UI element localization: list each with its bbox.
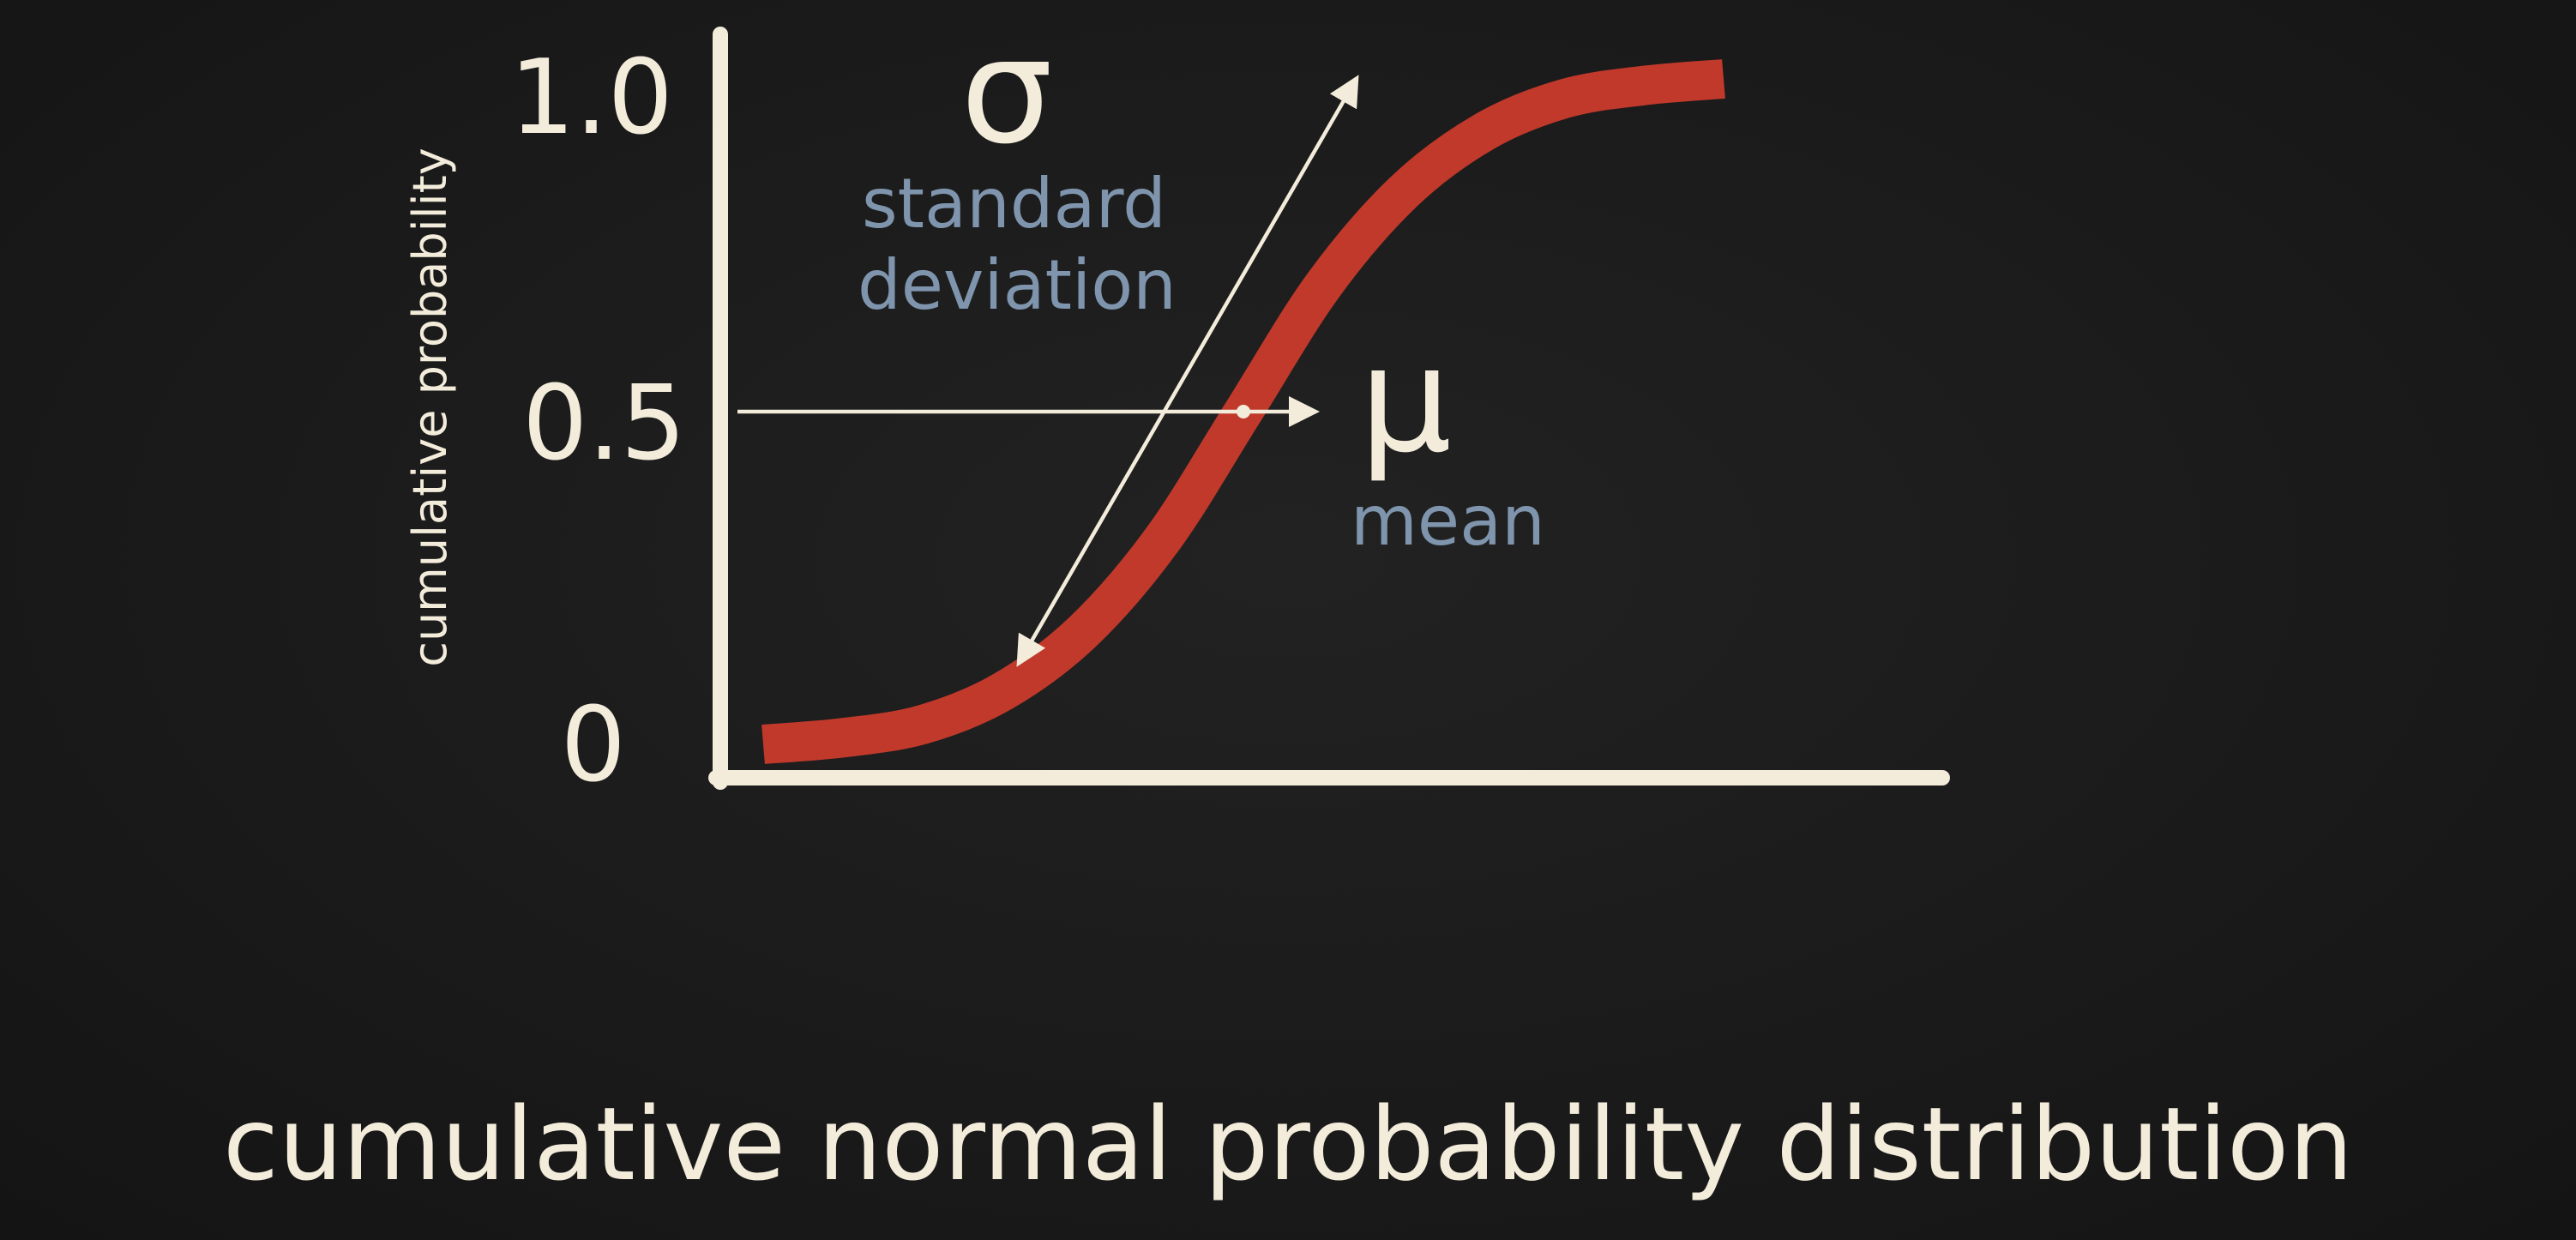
mu-label: mean [1351,481,1545,561]
mu-symbol: μ [1359,316,1452,485]
mean-point [1237,405,1250,418]
y-tick-label-1.0: 1.0 [509,39,673,158]
sigma-symbol: σ [960,7,1053,177]
sigma-label-line1: standard [862,164,1166,244]
y-tick-label-0: 0 [561,686,626,805]
sigma-label-line2: deviation [858,245,1177,325]
y-tick-label-0.5: 0.5 [522,364,686,484]
chart-title: cumulative normal probability distributi… [223,1085,2353,1203]
y-axis-title: cumulative probability [403,147,457,666]
